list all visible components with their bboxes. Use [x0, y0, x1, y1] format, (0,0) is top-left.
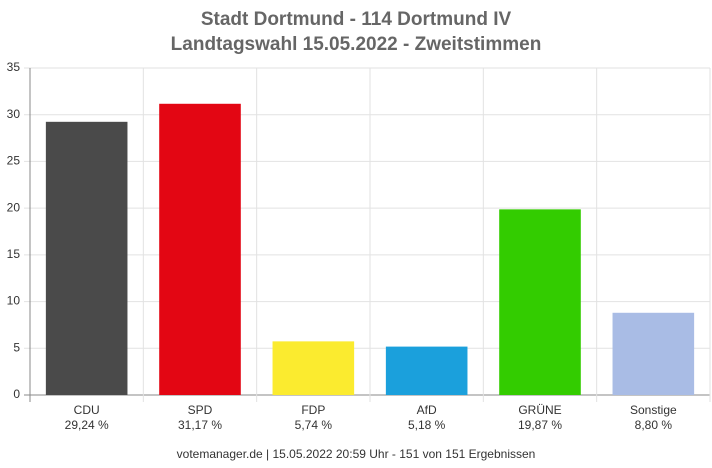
y-tick-label: 30	[7, 107, 21, 121]
y-tick-label: 20	[7, 200, 21, 214]
footer: votemanager.de | 15.05.2022 20:59 Uhr - …	[177, 447, 536, 461]
bar	[499, 209, 581, 395]
x-tick-label: SPD	[188, 403, 213, 417]
x-tick-label: AfD	[417, 403, 437, 417]
bar	[159, 103, 241, 395]
y-tick-label: 15	[7, 247, 21, 261]
bar	[385, 346, 468, 395]
bar	[45, 121, 128, 396]
x-tick-label: GRÜNE	[518, 403, 561, 417]
value-label: 5,74 %	[295, 418, 333, 432]
y-tick-label: 35	[7, 60, 21, 74]
y-tick-label: 25	[7, 154, 21, 168]
chart-title: Stadt Dortmund - 114 Dortmund IV	[201, 9, 512, 30]
y-tick-label: 5	[13, 340, 20, 354]
y-tick-label: 0	[13, 387, 20, 401]
value-label: 31,17 %	[178, 418, 222, 432]
y-tick-label: 10	[7, 294, 21, 308]
value-label: 19,87 %	[518, 418, 562, 432]
value-label: 8,80 %	[635, 418, 673, 432]
bar	[272, 341, 355, 395]
value-label: 5,18 %	[408, 418, 446, 432]
bar	[612, 312, 695, 395]
x-tick-label: CDU	[74, 403, 100, 417]
value-label: 29,24 %	[65, 418, 109, 432]
x-tick-label: FDP	[301, 403, 325, 417]
x-tick-label: Sonstige	[630, 403, 677, 417]
chart-subtitle: Landtagswahl 15.05.2022 - Zweitstimmen	[171, 34, 542, 55]
